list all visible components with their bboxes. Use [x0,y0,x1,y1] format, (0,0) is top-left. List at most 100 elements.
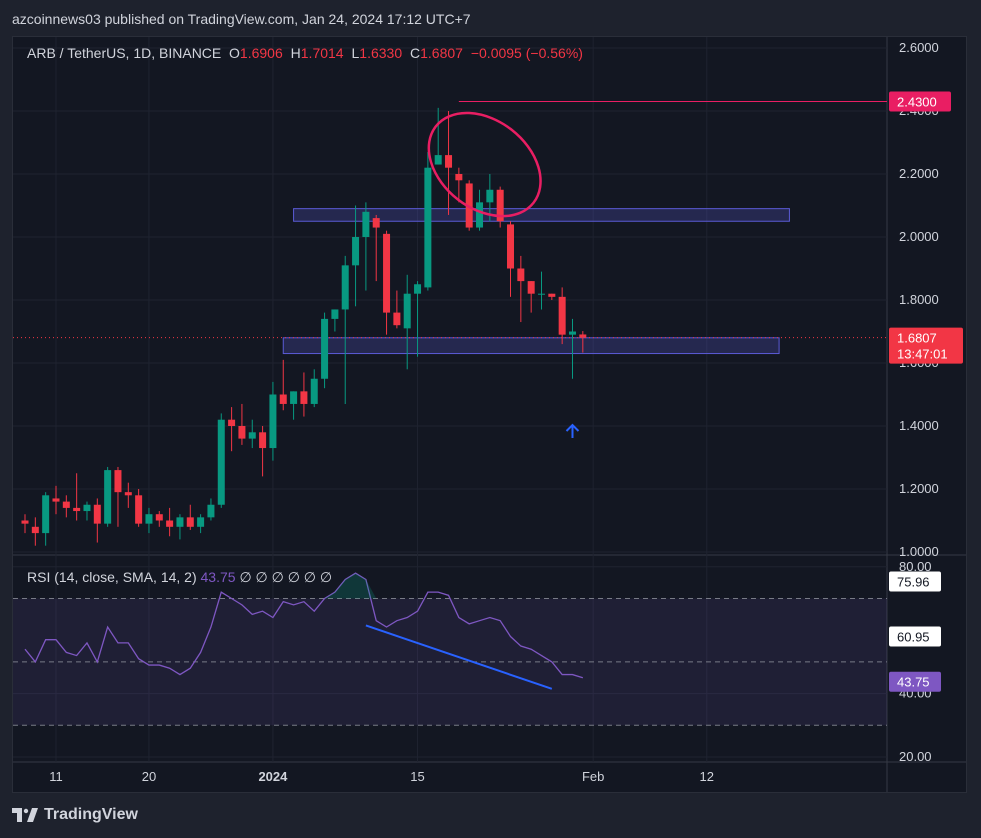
rsi-overbought-fill [324,573,377,599]
candle-body [310,378,318,404]
candle-body [414,284,422,294]
top-ellipse-annotation [427,111,542,218]
candle-body [228,419,236,426]
candle-body [42,495,50,534]
rsi-value-badge-label: 43.75 [897,675,930,690]
resistance-price-badge-label: 2.4300 [897,95,937,110]
candle-body [124,492,132,496]
low-key: L [351,45,360,61]
price-tick-label: 1.0000 [899,544,939,559]
candle-body [455,174,463,181]
candle-body [259,432,267,449]
countdown-label: 13:47:01 [897,347,948,362]
time-tick-label: 2024 [258,769,288,784]
candle-body [62,501,70,508]
price-legend: ARB / TetherUS, 1D, BINANCE O1.6906 H1.7… [27,45,587,61]
rsi-sma-badge [889,626,941,647]
candle-body [248,432,256,439]
time-tick-label: 11 [49,769,63,784]
rsi-sma-badge-label: 60.95 [897,630,930,645]
candle-body [197,517,205,527]
close-value: 1.6807 [420,45,463,61]
support-zone [293,208,790,222]
candle-body [114,470,122,493]
candle-body [321,318,329,379]
candle-body [372,218,380,228]
candle-body [166,520,174,527]
close-key: C [410,45,421,61]
rsi-line [24,572,584,679]
candle-body [362,211,370,237]
candle-body [527,281,535,294]
candle-body [186,517,194,527]
candle-body [517,268,525,282]
candle-body [558,296,566,335]
chart-container[interactable]: 2.60002.40002.20002.00001.80001.60001.40… [12,36,967,793]
high-value: 1.7014 [300,45,344,61]
rsi-tick-label: 20.00 [899,749,932,764]
price-tick-label: 1.2000 [899,481,939,496]
rsi-label[interactable]: RSI (14, close, SMA, 14, 2) [27,569,197,585]
candle-body [31,526,39,534]
candle-body [279,394,287,404]
last-price-badge-label: 1.6807 [897,331,937,346]
rsi-upper-badge [889,571,941,592]
time-tick-label: 15 [410,769,424,784]
rsi-value-badge [889,671,941,692]
up-arrow-icon [565,423,580,438]
candle-body [341,265,349,310]
candle-body [486,189,494,203]
price-tick-label: 2.2000 [899,166,939,181]
candle-body [145,514,153,524]
open-value: 1.6906 [239,45,283,61]
candle-body [52,498,60,502]
high-key: H [290,45,301,61]
candle-body [176,517,184,527]
price-tick-label: 2.6000 [899,40,939,55]
chart-svg[interactable]: 2.60002.40002.20002.00001.80001.60001.40… [13,37,966,792]
candle-body [568,331,576,335]
candle-body [465,183,473,228]
time-tick-label: 20 [142,769,156,784]
publisher-line: azcoinnews03 published on TradingView.co… [12,11,471,27]
rsi-value: 43.75 [200,569,236,585]
candle-body [476,202,484,228]
price-tick-label: 1.8000 [899,292,939,307]
rsi-extras: ∅ ∅ ∅ ∅ ∅ ∅ [239,569,333,585]
candle-body [383,233,391,313]
resistance-price-badge [889,91,951,112]
rsi-divergence-trendline [365,624,553,690]
rsi-tick-label: 80.00 [899,559,932,574]
change-value: −0.0095 (−0.56%) [470,45,583,61]
candle-body [155,514,163,521]
candle-body [93,504,101,524]
candle-body [290,391,298,404]
candle-body [300,391,308,404]
candle-body [424,167,432,288]
low-value: 1.6330 [359,45,403,61]
price-tick-label: 2.0000 [899,229,939,244]
candle-body [538,293,545,295]
rsi-legend: RSI (14, close, SMA, 14, 2) 43.75 ∅ ∅ ∅ … [27,569,332,586]
candle-body [269,394,277,449]
rsi-upper-badge-label: 75.96 [897,575,930,590]
candle-body [393,312,401,326]
candle-body [434,155,442,165]
footer-brand-label: TradingView [44,806,138,823]
candle-body [207,504,215,518]
support-zone [282,337,780,355]
symbol-label[interactable]: ARB / TetherUS, 1D, BINANCE [27,45,222,61]
candle-body [403,293,411,329]
tradingview-logo-icon [12,808,38,822]
candle-body [445,155,453,168]
price-tick-label: 1.4000 [899,418,939,433]
candle-body [135,495,143,524]
footer-brand[interactable]: TradingView [12,806,138,824]
last-price-badge [889,327,963,364]
time-tick-label: 12 [700,769,714,784]
candle-body [496,189,504,222]
open-key: O [229,45,240,61]
candle-body [83,504,91,512]
candle-body [331,309,339,319]
candle-body [217,419,225,505]
